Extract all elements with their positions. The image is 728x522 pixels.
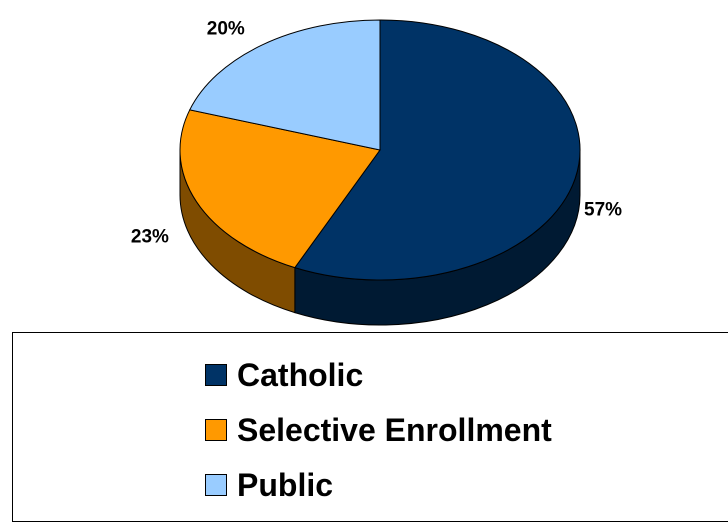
legend-item-catholic: Catholic	[205, 355, 363, 395]
pie-slice-public	[189, 19, 381, 151]
legend-item-selective-enrollment: Selective Enrollment	[205, 410, 552, 450]
legend: Catholic Selective Enrollment Public	[12, 332, 728, 522]
data-label-catholic: 57%	[584, 200, 622, 221]
pie-chart: 57% 23% 20%	[131, 19, 622, 326]
pie-slice-selective-enrollment	[179, 109, 381, 269]
legend-swatch-public	[205, 474, 227, 496]
legend-label-selective-enrollment: Selective Enrollment	[237, 411, 552, 448]
pie-chart-svg: 57% 23% 20%	[131, 19, 622, 326]
pie-slice-catholic	[294, 19, 581, 281]
legend-swatch-catholic	[205, 364, 227, 386]
legend-label-public: Public	[237, 466, 334, 503]
data-label-selective-enrollment: 23%	[131, 227, 169, 248]
legend-item-public: Public	[205, 465, 333, 505]
data-label-public: 20%	[207, 19, 245, 40]
legend-swatch-selective-enrollment	[205, 419, 227, 441]
legend-label-catholic: Catholic	[237, 356, 364, 393]
